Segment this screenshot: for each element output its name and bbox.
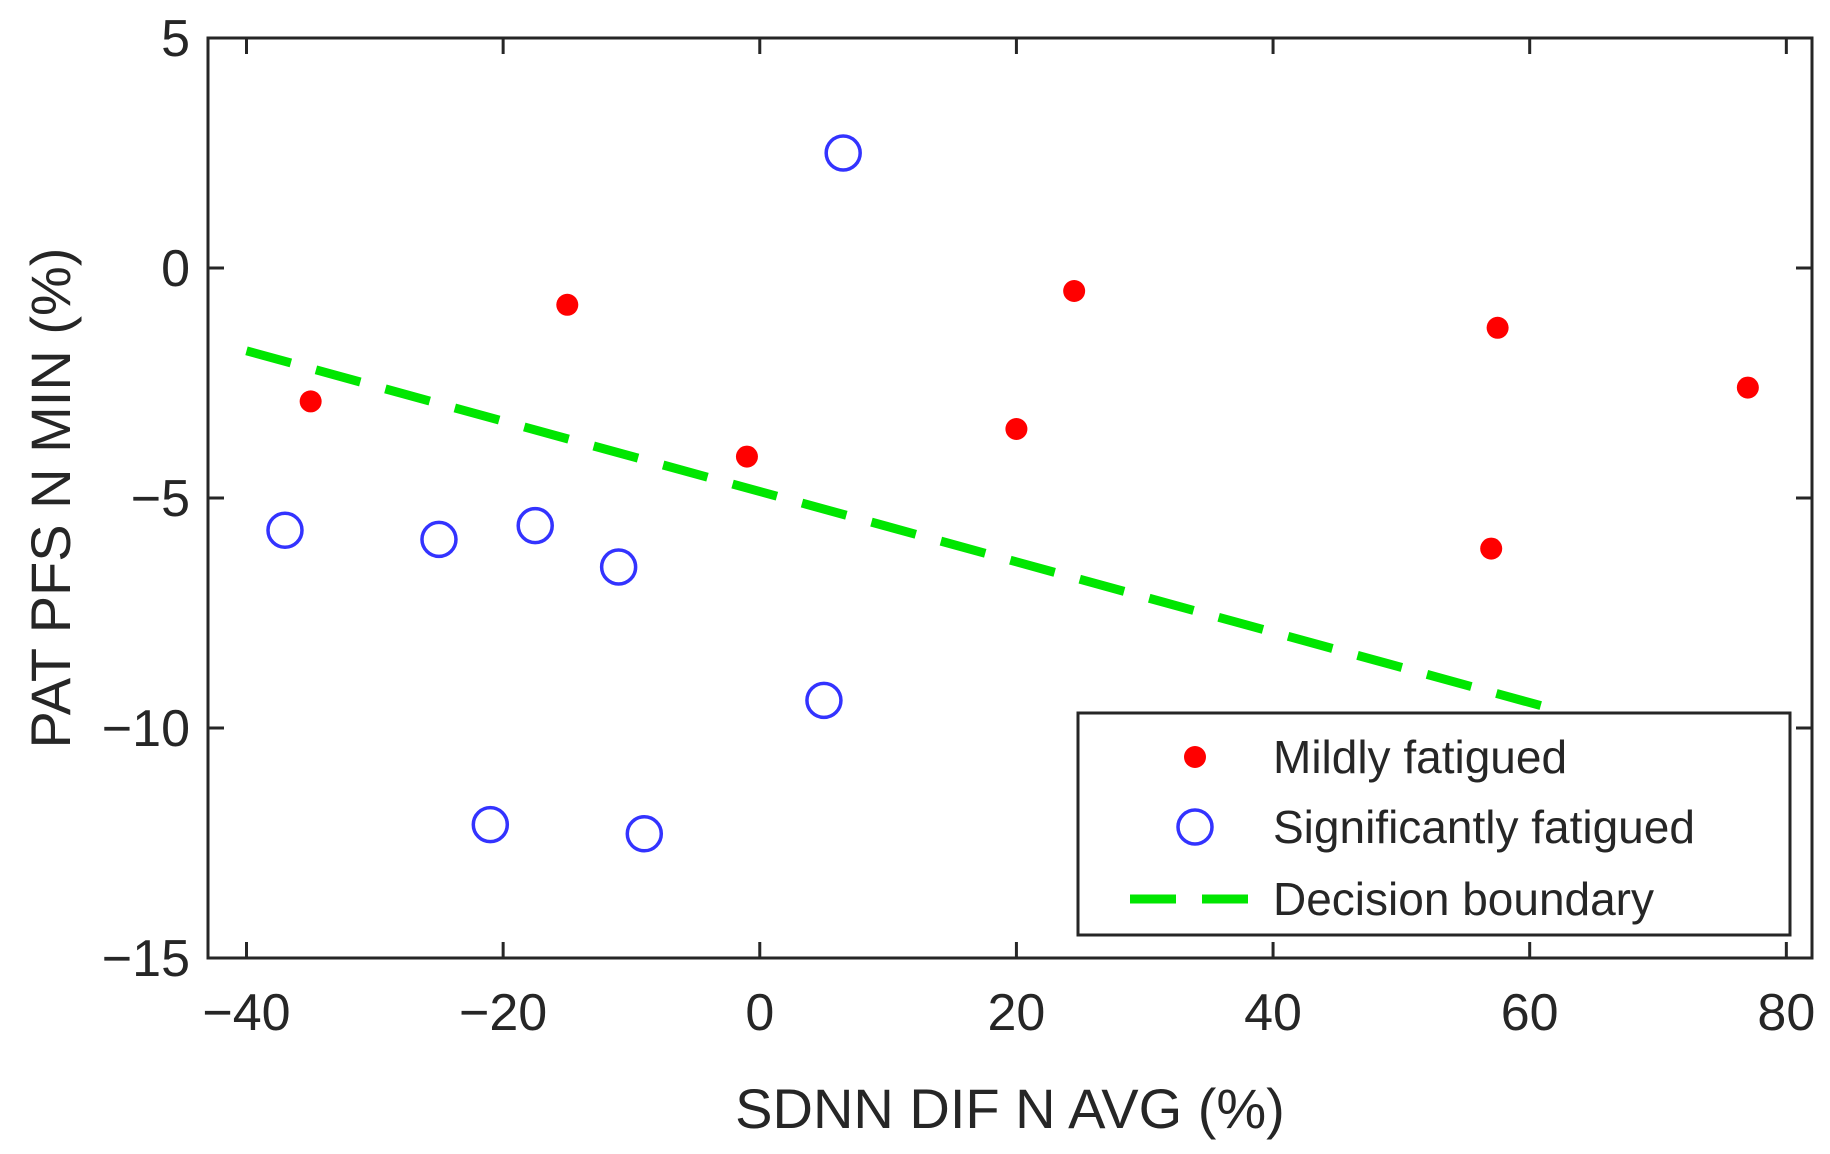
y-tick-label: −15 xyxy=(102,930,190,988)
data-point-significantly-fatigued xyxy=(625,815,664,853)
series-significantly-fatigued xyxy=(266,134,862,853)
data-point-significantly-fatigued xyxy=(420,520,458,559)
data-point-significantly-fatigued xyxy=(516,506,554,545)
series-decision-boundary xyxy=(245,346,1557,714)
legend-label: Significantly fatigued xyxy=(1273,801,1695,853)
x-tick-label: −40 xyxy=(202,984,290,1042)
legend-label: Mildly fatigued xyxy=(1273,731,1567,783)
x-tick-label: 40 xyxy=(1244,984,1302,1042)
x-tick-label: 0 xyxy=(745,984,774,1042)
data-point-mildly-fatigued xyxy=(1736,376,1759,399)
y-tick-label: 0 xyxy=(161,240,190,298)
decision-boundary-line xyxy=(245,346,1557,714)
y-tick-label: 5 xyxy=(161,10,190,68)
x-tick-label: 20 xyxy=(987,984,1045,1042)
x-axis-title: SDNN DIF N AVG (%) xyxy=(735,1077,1285,1140)
legend: Mildly fatigued Significantly fatigued Dec… xyxy=(1076,711,1792,937)
x-tick-label: 60 xyxy=(1501,984,1559,1042)
legend-marker-mildly-fatigued xyxy=(1184,746,1206,768)
y-tick-label: −5 xyxy=(131,470,190,528)
data-point-significantly-fatigued xyxy=(824,134,862,172)
data-point-mildly-fatigued xyxy=(1005,418,1028,440)
legend-label: Decision boundary xyxy=(1273,873,1654,925)
x-tick-label: −20 xyxy=(459,984,547,1042)
data-point-mildly-fatigued xyxy=(735,445,758,468)
data-point-mildly-fatigued xyxy=(299,390,322,413)
data-point-mildly-fatigued xyxy=(556,293,579,316)
data-point-significantly-fatigued xyxy=(266,511,304,549)
y-axis-title: PAT PFS N MIN (%) xyxy=(19,248,82,749)
series-mildly-fatigued xyxy=(299,280,1759,560)
data-point-significantly-fatigued xyxy=(599,548,638,586)
data-point-mildly-fatigued xyxy=(1486,316,1509,339)
data-point-significantly-fatigued xyxy=(805,681,843,720)
legend-marker-significantly-fatigued xyxy=(1176,808,1214,846)
x-tick-label: 80 xyxy=(1757,984,1815,1042)
data-point-mildly-fatigued xyxy=(1480,537,1503,560)
series-layer xyxy=(245,134,1759,853)
axis-ticks: −40 −20 0 20 40 60 80 5 0 −5 −10 −15 xyxy=(102,10,1815,1042)
data-point-significantly-fatigued xyxy=(471,805,510,844)
y-tick-label: −10 xyxy=(102,700,190,758)
data-point-mildly-fatigued xyxy=(1063,280,1086,302)
